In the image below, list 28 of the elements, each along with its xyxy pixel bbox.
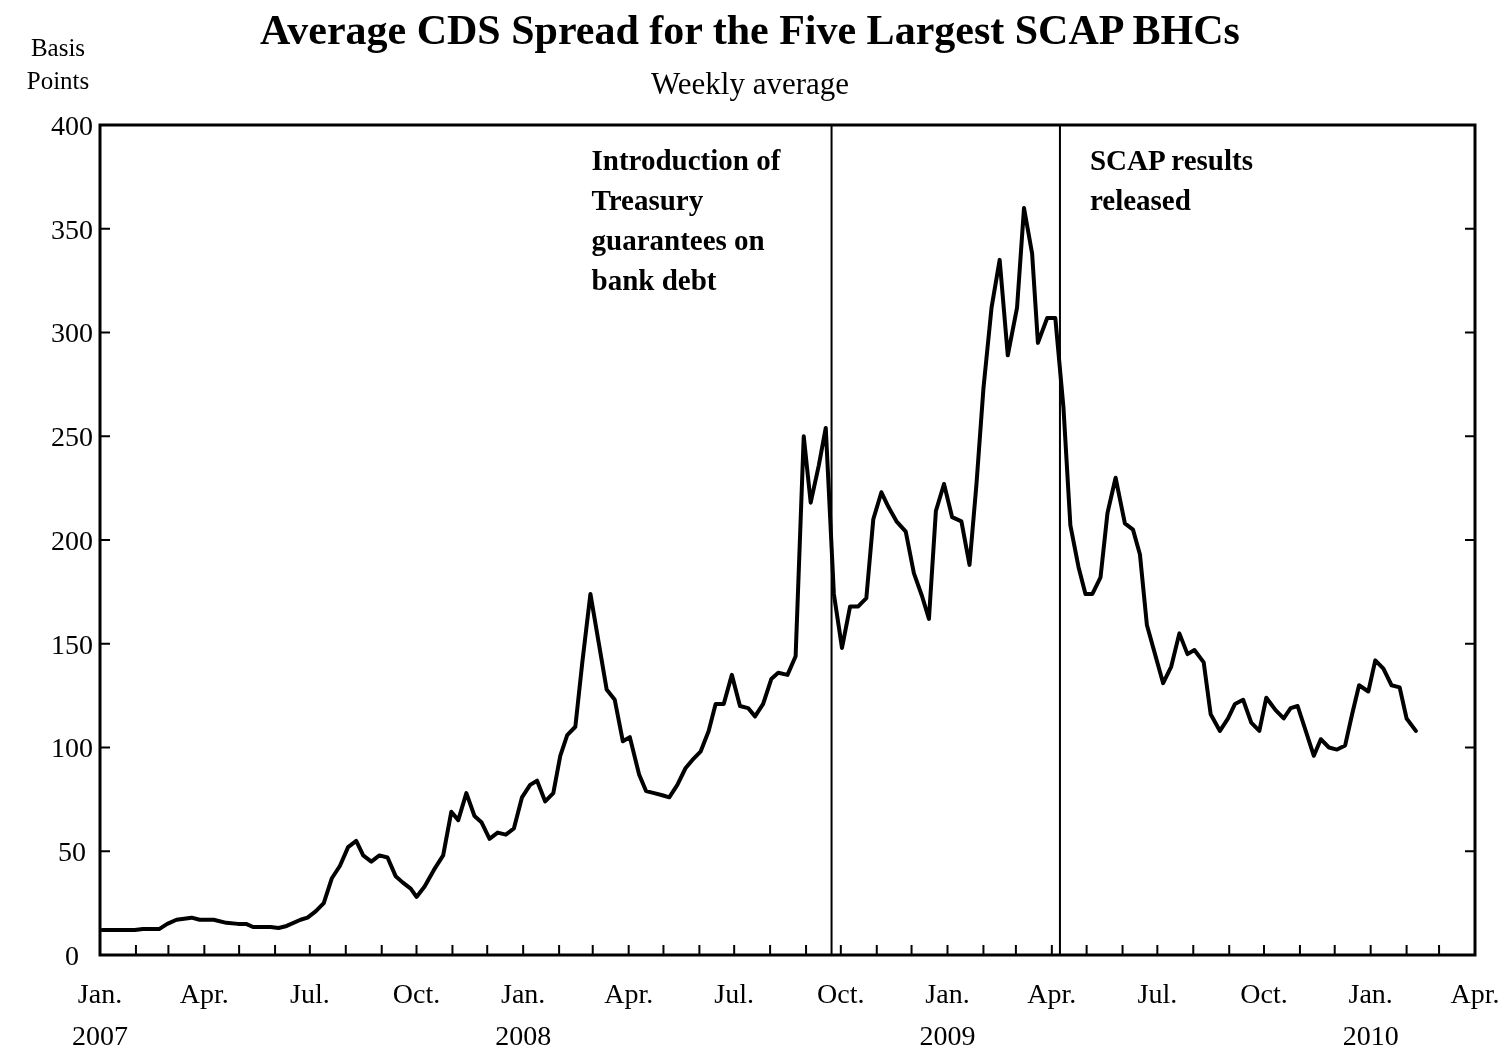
x-tick-label: Jan. 2007 [72, 978, 128, 1051]
ref-line-label: SCAP results released [1089, 144, 1253, 216]
y-axis-title: Basis Points [26, 34, 90, 94]
chart-title: Average CDS Spread for the Five Largest SCAP BHCs [260, 7, 1240, 53]
x-tick-label: Oct. [817, 978, 865, 1009]
y-tick-label: 0 [65, 939, 79, 971]
x-tick-label: Apr. [1027, 978, 1077, 1009]
chart-subtitle: Weekly average [650, 66, 850, 101]
y-tick-label: 200 [51, 524, 93, 556]
x-tick-label: Oct. [392, 978, 441, 1009]
x-tick-label: Jan. 2008 [495, 978, 552, 1051]
x-tick-label: Jul. [1137, 978, 1178, 1009]
y-tick-label: 50 [58, 836, 86, 868]
y-tick-label: 150 [51, 628, 93, 660]
x-tick-label: Jan. 2009 [919, 978, 976, 1051]
y-tick-label: 250 [51, 421, 93, 453]
y-tick-label: 400 [51, 109, 93, 141]
y-tick-label: 300 [51, 317, 93, 349]
ref-line-label: Introduction of Treasury guarantees on bank debt [591, 144, 781, 296]
y-tick-label: 350 [51, 213, 93, 245]
x-tick-label: Apr. [604, 978, 654, 1009]
x-tick-label: Apr. [1450, 978, 1500, 1009]
x-tick-label: Jul. [290, 978, 330, 1009]
y-tick-label: 100 [51, 732, 93, 764]
x-tick-label: Jul. [714, 978, 755, 1009]
x-tick-label: Apr. [179, 978, 229, 1009]
x-tick-label: Jan. 2010 [1342, 978, 1399, 1051]
x-tick-label: Oct. [1240, 978, 1288, 1009]
